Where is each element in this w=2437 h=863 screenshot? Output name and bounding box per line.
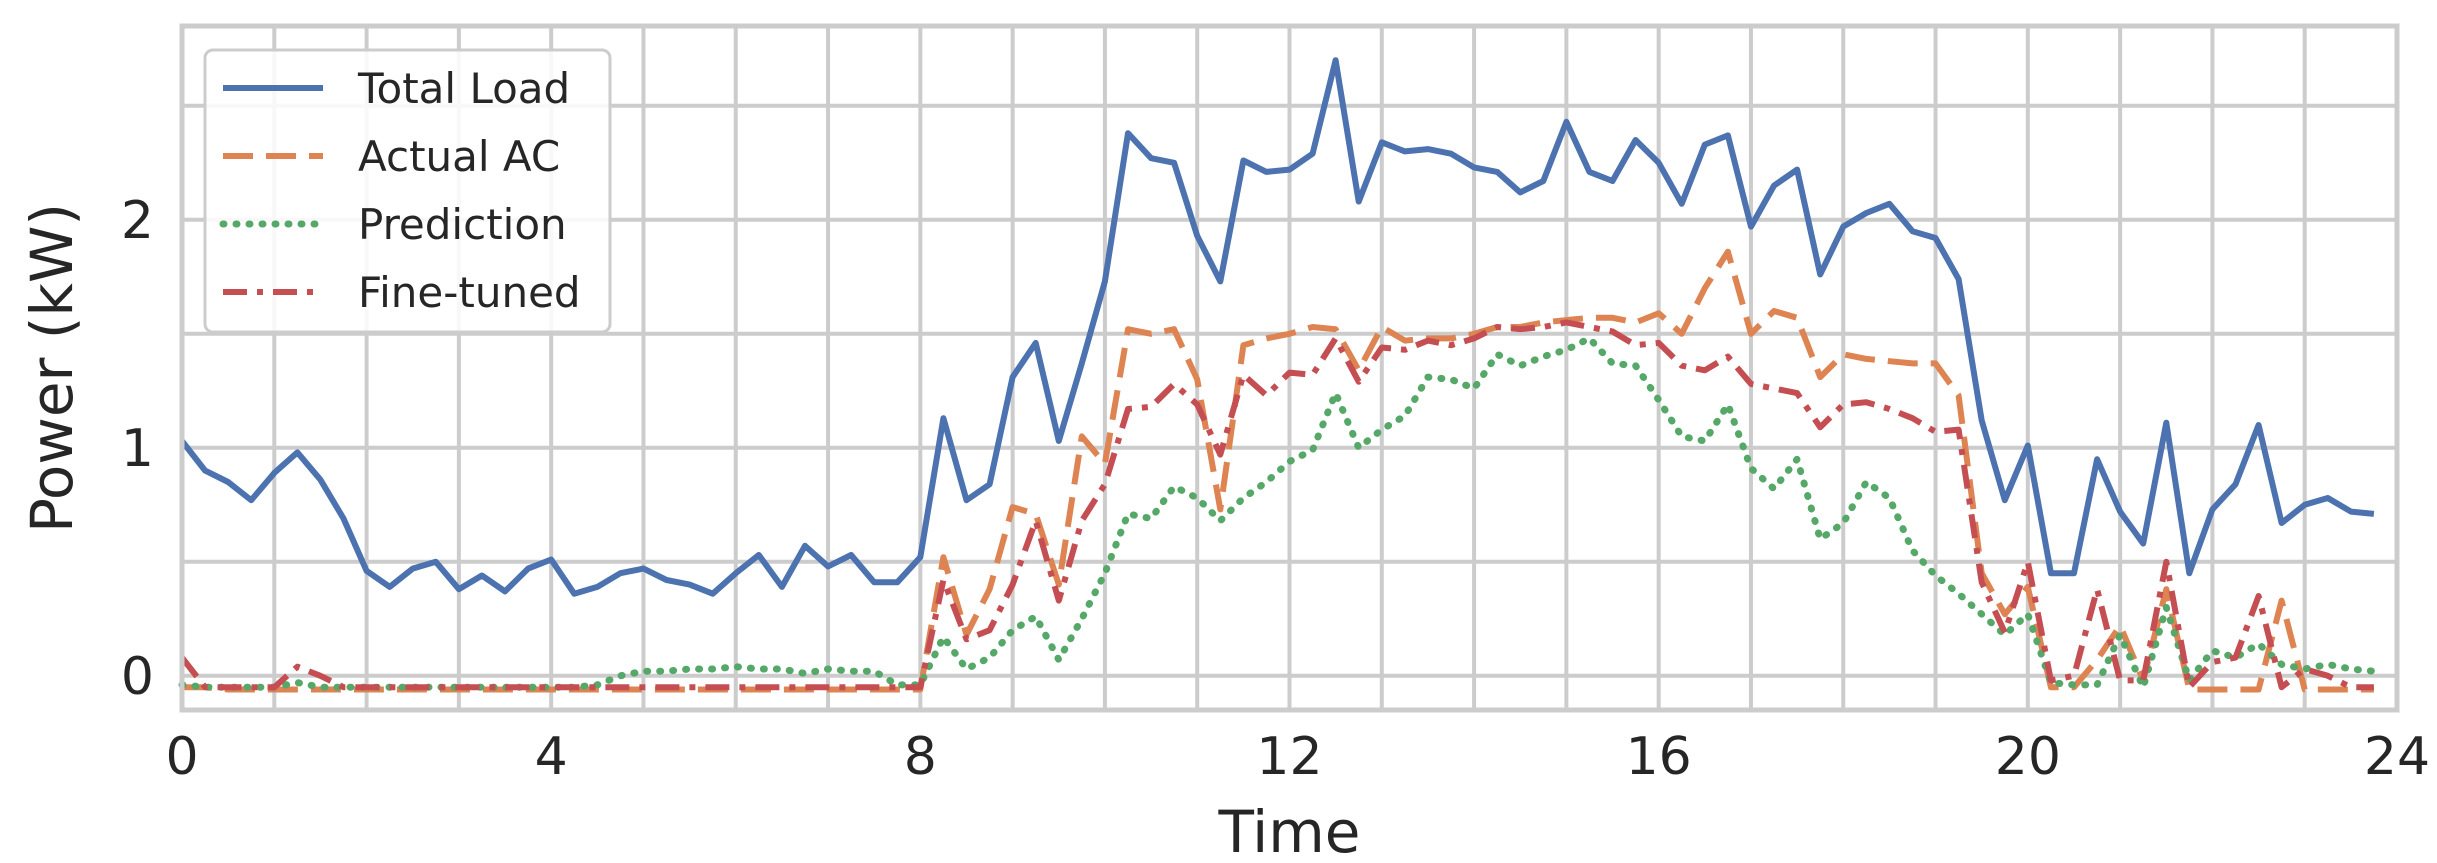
x-tick-label: 8 (904, 727, 937, 787)
y-tick-label: 0 (121, 647, 154, 707)
y-axis-label: Power (kW) (18, 203, 86, 533)
x-tick-label: 24 (2364, 727, 2430, 787)
series-line-total-load (179, 57, 2375, 597)
series-line-fine-tuned (179, 319, 2374, 691)
x-tick-labels: 0 4 8 12 16 20 24 (165, 727, 2430, 787)
series-layer (178, 57, 2378, 693)
x-tick-label: 20 (1995, 727, 2061, 787)
x-tick-label: 0 (165, 727, 198, 787)
series-line-prediction (178, 334, 2378, 691)
y-tick-label: 1 (121, 419, 154, 479)
x-tick-label: 16 (1626, 727, 1692, 787)
legend-label-fine-tuned: Fine-tuned (358, 268, 581, 317)
y-tick-label: 2 (121, 191, 154, 251)
legend-label-actual-ac: Actual AC (358, 132, 560, 181)
x-axis-label: Time (1218, 798, 1361, 863)
legend: Total Load Actual AC Prediction Fine-tuned (203, 48, 612, 334)
x-tick-label: 4 (535, 727, 568, 787)
legend-label-total-load: Total Load (357, 64, 570, 113)
legend-box (203, 48, 612, 334)
x-tick-label: 12 (1256, 727, 1322, 787)
y-tick-labels: 0 1 2 (121, 191, 154, 707)
plot-frame (179, 23, 2400, 713)
legend-label-prediction: Prediction (358, 200, 567, 249)
